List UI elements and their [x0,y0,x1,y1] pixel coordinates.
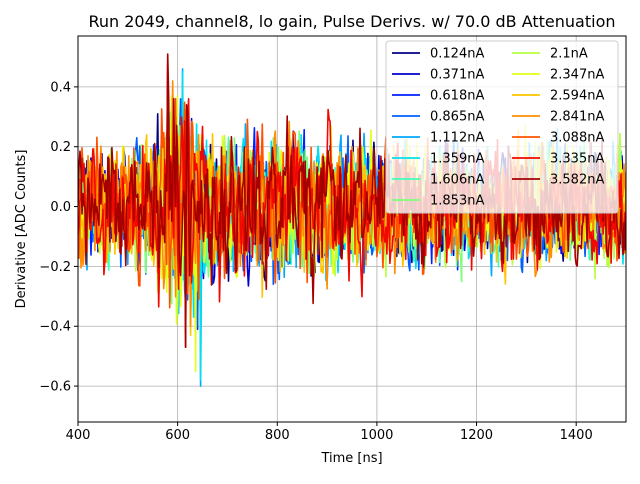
legend-label: 2.841nA [550,110,604,125]
x-tick-label: 1000 [360,428,393,443]
y-tick-label: 0.4 [50,80,71,95]
legend: 0.124nA 0.371nA 0.618nA 0.865nA 1.112nA 1.359… [385,40,619,214]
legend-label: 0.124nA [430,47,484,62]
x-tick-label: 600 [165,428,190,443]
legend-label: 1.359nA [430,152,484,167]
legend-label: 2.594nA [550,89,604,104]
legend-label: 1.606nA [430,173,484,188]
x-axis-label: Time [ns] [320,451,382,466]
legend-label: 3.335nA [550,152,604,167]
legend-label: 3.582nA [550,173,604,188]
legend-label: 3.088nA [550,131,604,146]
y-axis-ticks: 0.4 0.2 0.0 −0.2 −0.4 −0.6 [39,80,78,395]
x-tick-label: 400 [66,428,91,443]
y-tick-label: 0.2 [50,140,71,155]
legend-label: 1.853nA [430,194,484,209]
x-tick-label: 800 [265,428,290,443]
legend-label: 1.112nA [430,131,484,146]
y-tick-label: −0.6 [39,380,71,395]
chart-title: Run 2049, channel8, lo gain, Pulse Deriv… [88,12,615,31]
legend-label: 0.371nA [430,68,484,83]
legend-label: 2.347nA [550,68,604,83]
legend-box [385,40,619,214]
y-axis-label: Derivative [ADC Counts] [14,150,29,309]
x-axis-ticks: 400 600 800 1000 1200 1400 [66,422,593,443]
legend-label: 2.1nA [550,47,588,62]
legend-label: 0.618nA [430,89,484,104]
y-tick-label: −0.2 [39,260,71,275]
y-tick-label: 0.0 [50,200,71,215]
series-line-3.582nA [78,53,626,349]
x-tick-label: 1400 [560,428,593,443]
legend-label: 0.865nA [430,110,484,125]
x-tick-label: 1200 [460,428,493,443]
plot-frame [77,35,627,423]
y-tick-label: −0.4 [39,320,71,335]
